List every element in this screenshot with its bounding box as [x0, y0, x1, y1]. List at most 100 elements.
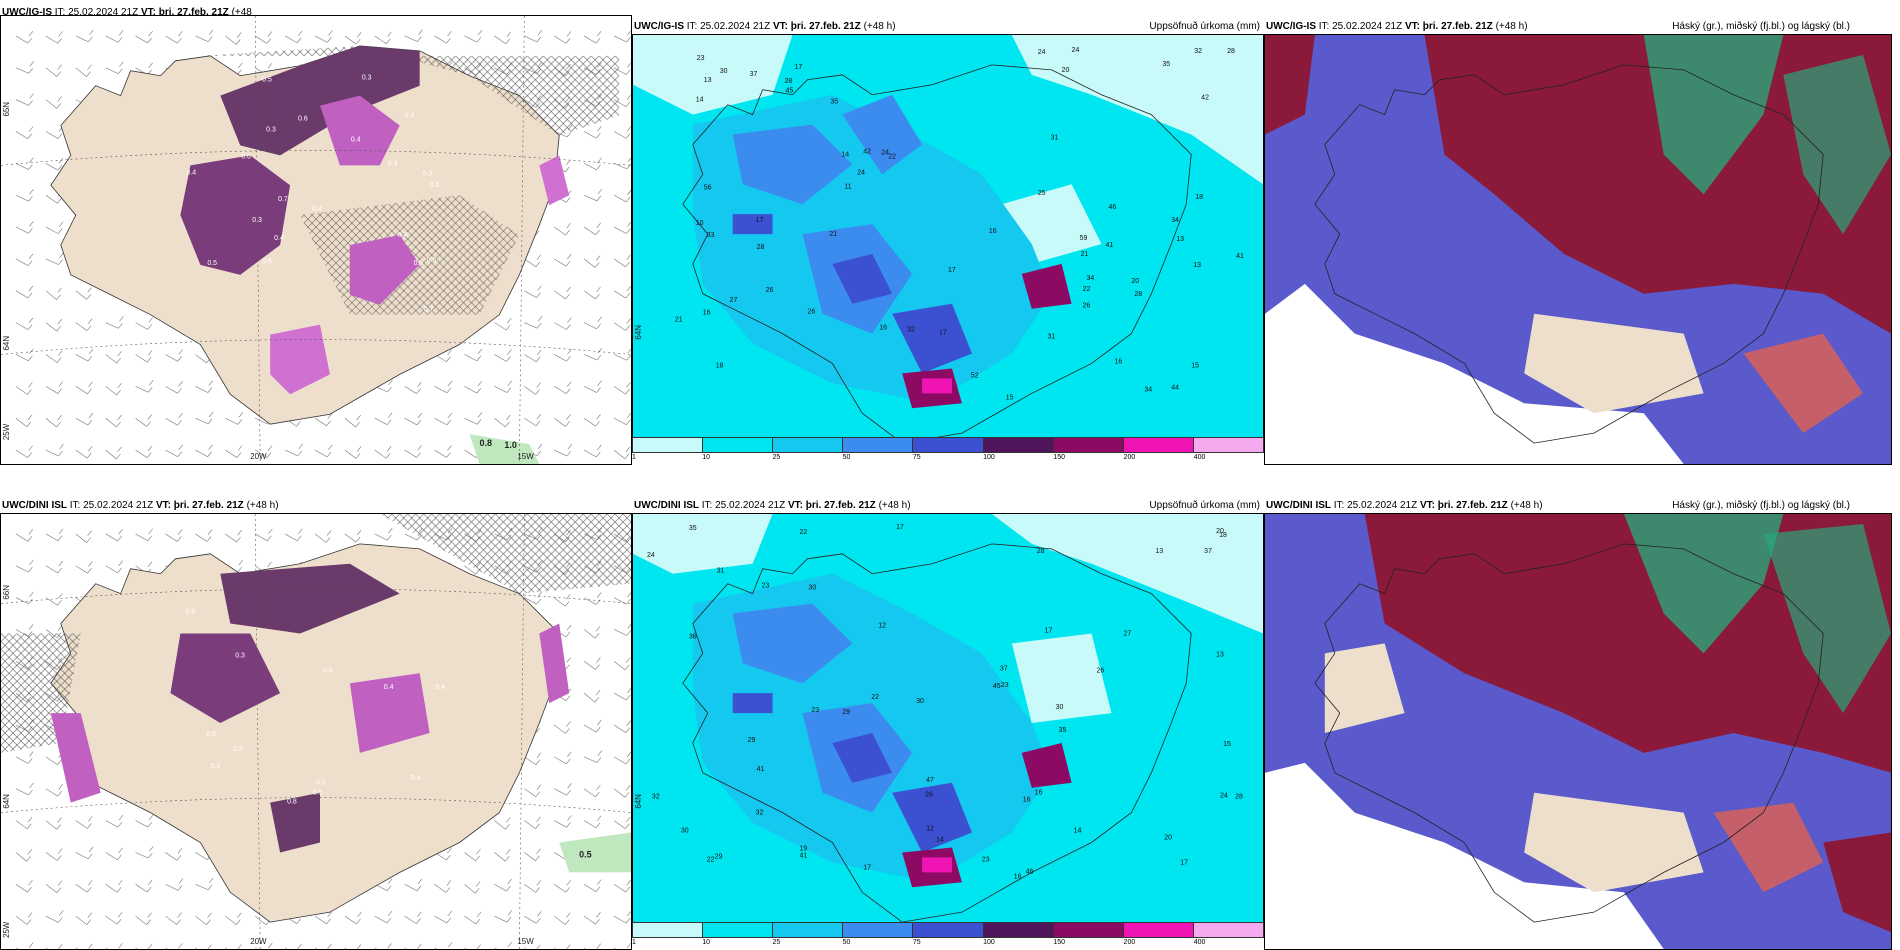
icing-value: 0.5 [262, 77, 272, 84]
wind-barb [374, 910, 393, 924]
wind-barb [75, 561, 93, 574]
lon-label: 15W [517, 452, 534, 461]
precip-value: 22 [1083, 286, 1091, 293]
legend-tick: 10 [702, 939, 711, 946]
wind-barb [613, 785, 631, 798]
legend-swatch [983, 923, 1054, 937]
wind-barb [524, 413, 542, 427]
wind-barb [135, 349, 153, 363]
lat-label: 64N [634, 325, 643, 340]
wind-barb [464, 911, 482, 925]
precip-value: 26 [807, 309, 815, 316]
precip-value: 35 [1162, 61, 1170, 68]
precip-value: 56 [704, 184, 712, 191]
wind-barb [165, 529, 183, 542]
legend-swatch [703, 438, 774, 452]
precip-value: 30 [681, 828, 689, 835]
wind-barb [613, 412, 631, 425]
precip-value: 23 [697, 55, 705, 62]
wind-barb [554, 912, 571, 925]
wind-barb [45, 221, 64, 234]
wind-barb [225, 412, 244, 425]
wind-barb [613, 720, 631, 733]
wind-barb [105, 382, 122, 396]
precip-value: 29 [748, 737, 756, 744]
wind-barb [583, 380, 602, 393]
precip-value: 32 [907, 327, 915, 334]
wind-barb [524, 944, 541, 949]
precip-value: 26 [766, 287, 774, 294]
valid-time: VT: þri. 27.feb. 21Z [140, 7, 229, 18]
wind-barb [255, 31, 273, 44]
legend-swatch [773, 923, 844, 937]
wind-barb [255, 528, 273, 542]
precip-value: 17 [756, 217, 764, 224]
init-time: IT: 25.02.2024 21Z [1318, 21, 1403, 32]
map-frame: 0.8 0.5 0.6 0.9 0.4 0.3 0.5 0.6 0.4 0.3 0.5 0.4 66N… [0, 513, 632, 950]
precip-value: 24 [1220, 793, 1228, 800]
wind-barb [613, 189, 631, 203]
wind-barb [583, 286, 601, 300]
precip-value: 28 [1037, 548, 1045, 555]
lat-label: 64N [2, 336, 11, 351]
model-name: UWC/IG-IS [634, 21, 684, 32]
icing-value: 0.7 [278, 196, 288, 203]
wind-barb [494, 317, 512, 331]
wind-barb [15, 126, 34, 140]
precip-value: 30 [720, 68, 728, 75]
wind-barb [105, 847, 123, 861]
wind-barb [15, 942, 34, 949]
wind-barb [165, 31, 183, 44]
wind-barb [554, 381, 572, 394]
wind-barb [554, 414, 571, 427]
wind-barb [165, 413, 183, 426]
precip-value: 18 [1195, 194, 1203, 201]
wind-barb [314, 530, 332, 543]
map-frame: 21 13 18 17 22 16 16 20 14 15 14 10 13 15 16 18 17 16 24 26… [632, 34, 1264, 465]
lead-time: (+48 h) [1495, 21, 1528, 32]
icing-value: 0.6 [206, 731, 216, 738]
cloud-map [1265, 514, 1891, 949]
icing-value: 0.6 [262, 258, 272, 265]
precip-legend: 1 10 25 50 75 100 150 200 400 [632, 437, 1264, 465]
wind-barb [225, 445, 243, 458]
init-time: IT: 25.02.2024 21Z [686, 21, 771, 32]
icing-value: 0.8 [287, 799, 297, 806]
wind-barb [344, 530, 362, 543]
wind-barb [75, 846, 94, 860]
wind-barb [494, 414, 511, 428]
wind-barb [344, 911, 362, 925]
precip-value: 41 [1236, 253, 1244, 260]
legend-swatch [1053, 438, 1124, 452]
precip-value: 16 [1014, 873, 1022, 880]
wind-barb [225, 32, 242, 45]
precip-value: 20 [1216, 528, 1224, 535]
icing-value: 0.5 [313, 790, 323, 797]
icing-value: 0.9 [185, 609, 195, 616]
valid-time: VT: þri. 27.feb. 21Z [1404, 21, 1493, 32]
wind-barb [613, 751, 631, 765]
wind-barb [195, 877, 214, 891]
wind-barb [165, 444, 183, 458]
precip-value: 34 [1087, 275, 1095, 282]
precip-value: 15 [1191, 362, 1199, 369]
precip-value: 12 [926, 826, 934, 833]
wind-barb [15, 849, 32, 862]
wind-barb [613, 657, 631, 671]
wind-barb [165, 912, 182, 925]
precip-value: 14 [841, 151, 849, 158]
wind-barb [15, 31, 34, 44]
legend-swatch [913, 438, 984, 452]
icing-value: 0.6 [298, 116, 308, 123]
wind-barb [105, 446, 122, 460]
wind-barb [15, 93, 34, 106]
wind-barb [524, 349, 542, 363]
precip-value: 22 [888, 153, 896, 160]
wind-barb [583, 444, 602, 458]
wind-barb [374, 31, 392, 45]
wind-barb [135, 414, 152, 427]
precip-value: 23 [982, 856, 990, 863]
value-label: 0.5 [579, 849, 591, 859]
wind-barb [524, 254, 542, 268]
wind-barb [45, 31, 63, 44]
